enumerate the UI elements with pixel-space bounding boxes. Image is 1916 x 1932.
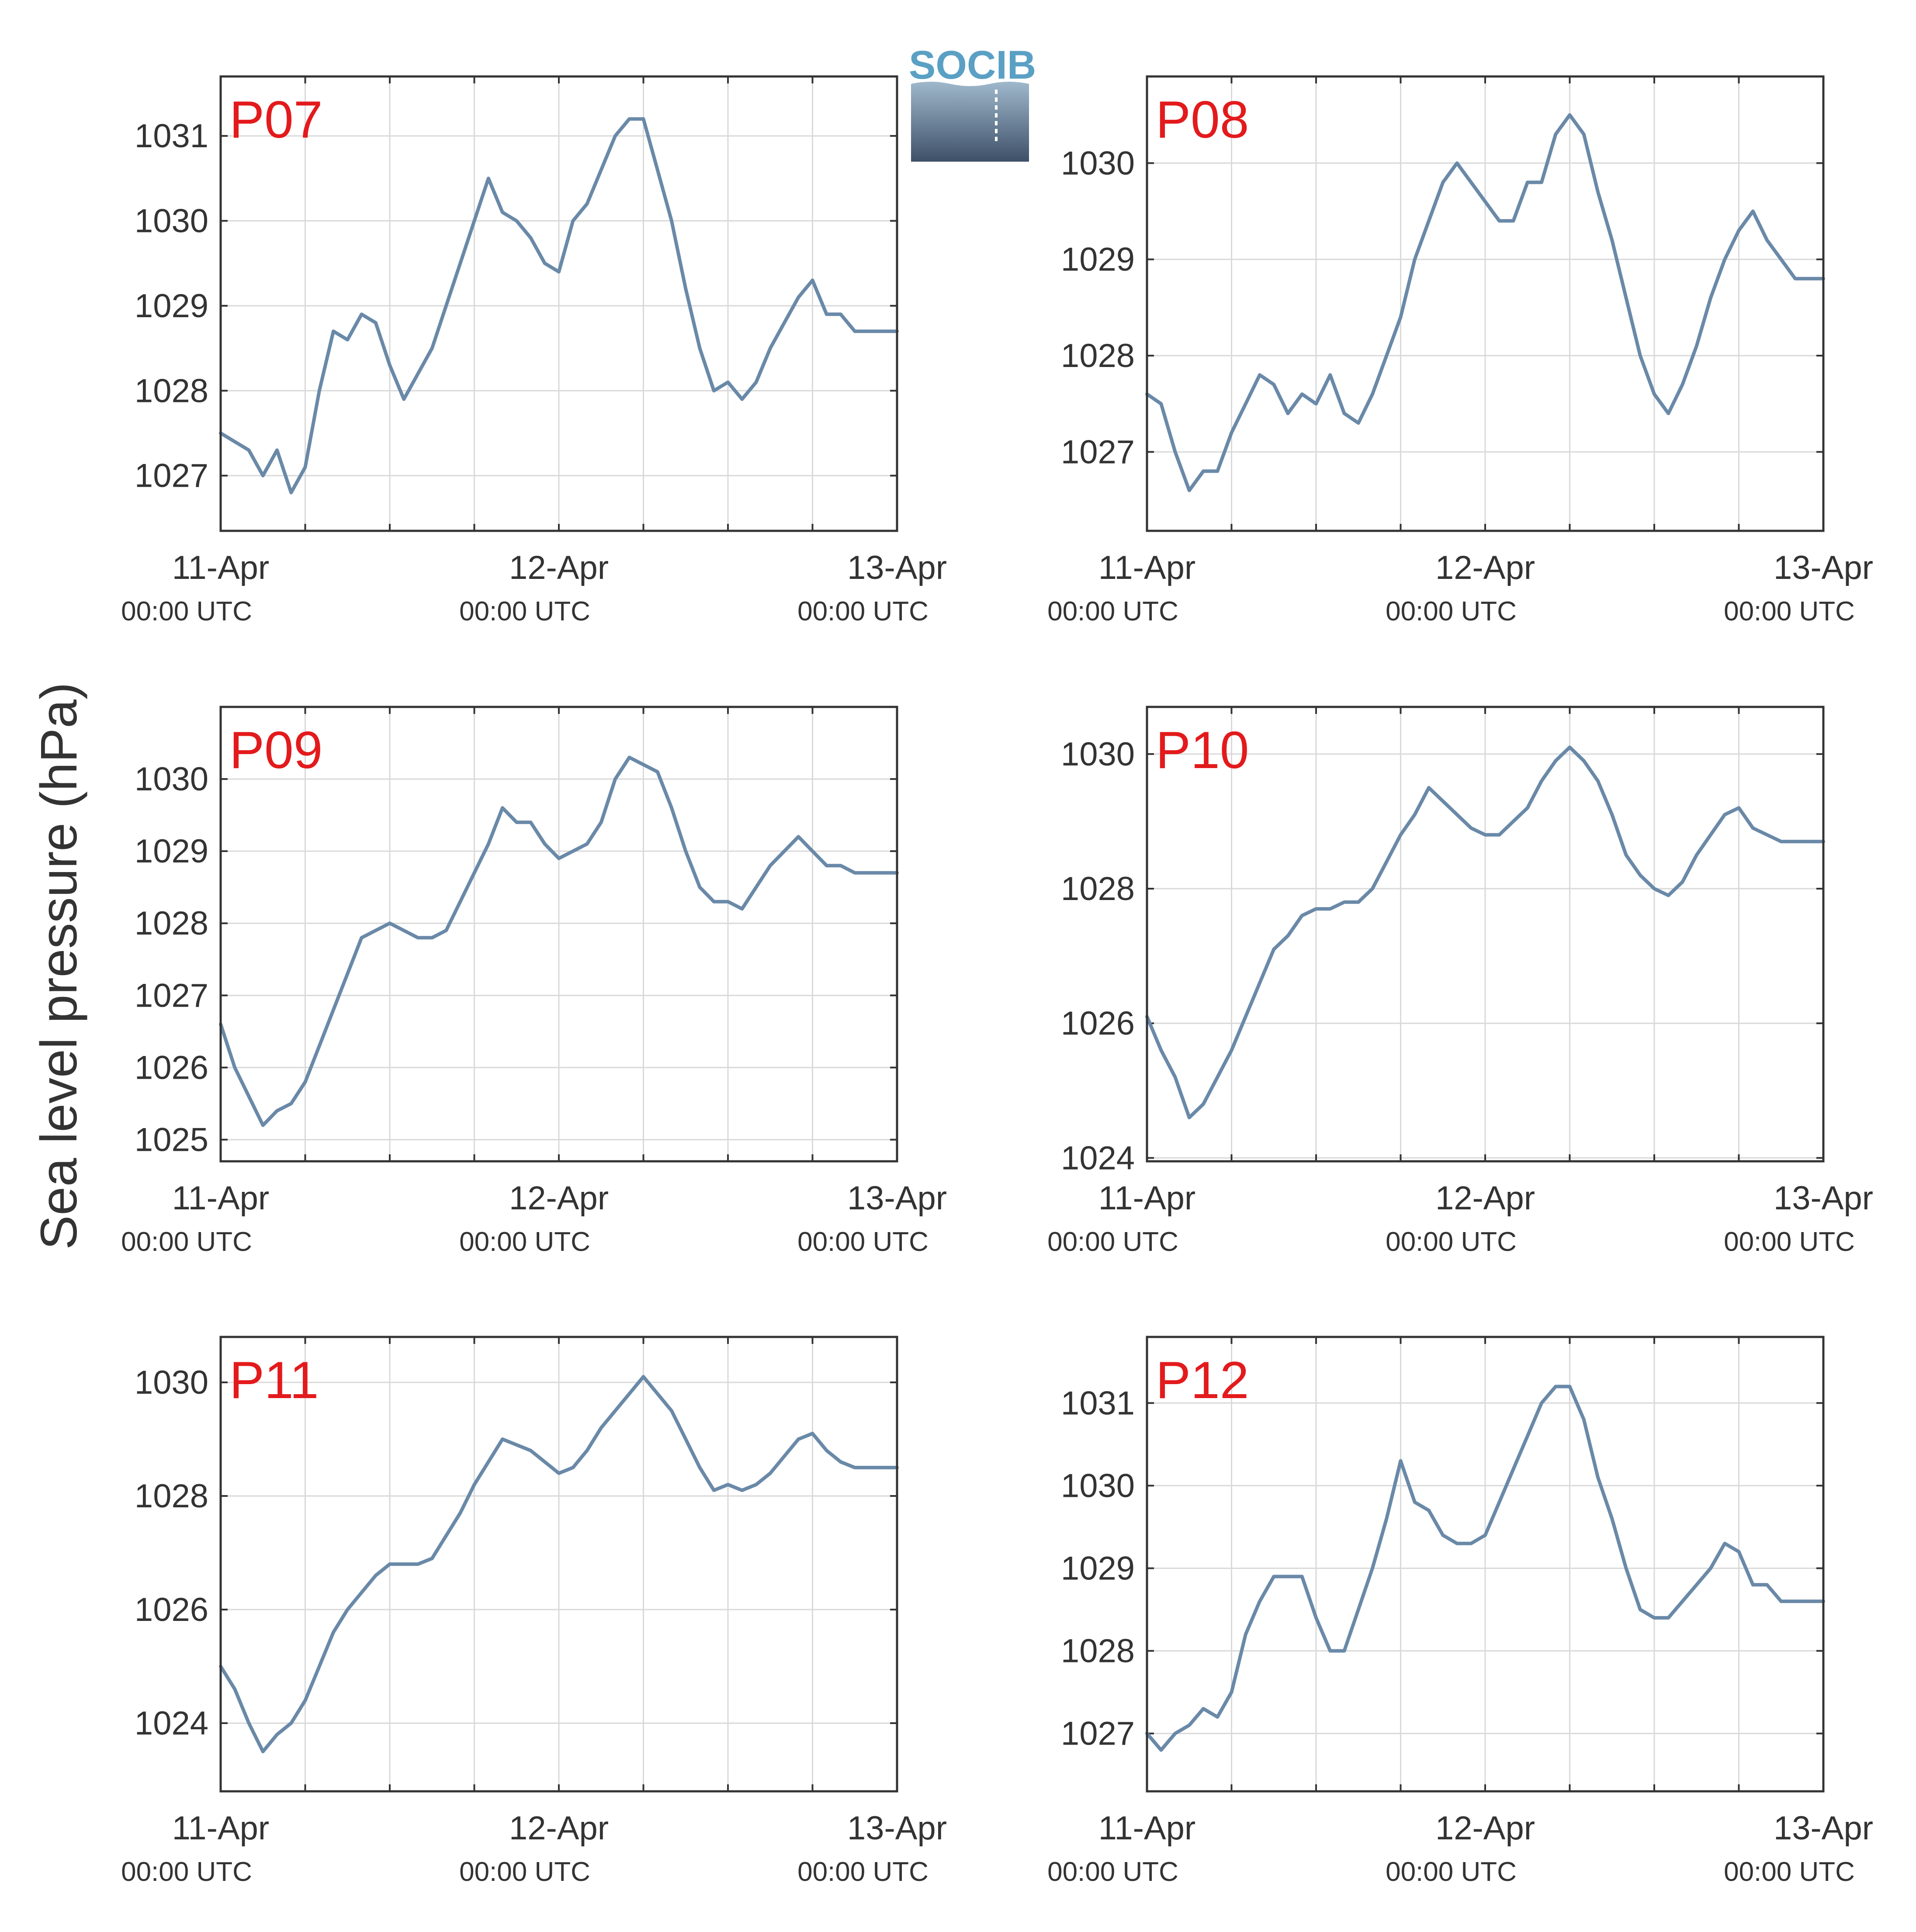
panel-p07: 1027 1028 1029 1030 1031 11-Apr 00:00 UTC 12-Ap… — [121, 75, 947, 627]
y-tick-label: 1027 — [135, 457, 208, 495]
plot-frame — [1146, 706, 1825, 1163]
x-tick-label-time: 00:00 UTC — [459, 1227, 590, 1257]
y-tick-label: 1029 — [135, 287, 208, 325]
series-line — [1145, 113, 1825, 492]
x-tick-label-date: 12-Apr — [509, 1810, 609, 1847]
x-tick-label-time: 00:00 UTC — [1047, 596, 1178, 627]
x-tick-label-time: 00:00 UTC — [1047, 1857, 1178, 1887]
plot-frame — [1146, 1336, 1825, 1793]
x-tick-label-date: 11-Apr — [172, 1810, 269, 1847]
y-tick-label: 1028 — [1061, 337, 1135, 374]
x-tick-label-date: 13-Apr — [1774, 1180, 1873, 1217]
panels: 1027 1028 1029 1030 1031 11-Apr 00:00 UTC 12-Ap… — [121, 75, 1873, 1887]
y-tick-label: 1027 — [1061, 433, 1135, 471]
series-line — [1145, 1385, 1825, 1752]
x-tick-label-time: 00:00 UTC — [1047, 1227, 1178, 1257]
y-tick-label: 1026 — [1061, 1005, 1135, 1042]
y-tick-label: 1030 — [135, 202, 208, 239]
y-axis-label: Sea level pressure (hPa) — [30, 682, 88, 1250]
panel-p11: 1024 1026 1028 1030 11-Apr 00:00 UTC 12-Apr 00:… — [121, 1336, 947, 1887]
plot-frame — [219, 1336, 898, 1793]
x-tick-label-time: 00:00 UTC — [797, 596, 929, 627]
x-tick-label-date: 11-Apr — [172, 549, 269, 586]
panel-title: P12 — [1156, 1351, 1249, 1409]
panel-p12: 1027 1028 1029 1030 1031 11-Apr 00:00 UTC 12-Ap… — [1047, 1336, 1873, 1887]
y-tick-label: 1030 — [1061, 736, 1135, 773]
socib-logo: SOCIB — [909, 43, 1036, 162]
x-tick-label-time: 00:00 UTC — [1724, 1227, 1855, 1257]
x-tick-label-time: 00:00 UTC — [1724, 1857, 1855, 1887]
socib-logo-wave-icon — [911, 82, 1029, 162]
x-tick-label-time: 00:00 UTC — [459, 1857, 590, 1887]
x-tick-label-time: 00:00 UTC — [1386, 1857, 1517, 1887]
series-line — [1145, 745, 1825, 1119]
y-tick-label: 1026 — [135, 1049, 208, 1086]
x-tick-label-time: 00:00 UTC — [797, 1227, 929, 1257]
x-tick-label-time: 00:00 UTC — [1386, 1227, 1517, 1257]
x-tick-label-time: 00:00 UTC — [121, 1227, 252, 1257]
y-tick-label: 1030 — [135, 761, 208, 798]
y-tick-label: 1029 — [1061, 1550, 1135, 1587]
plot-frame — [219, 75, 898, 532]
series-line — [219, 117, 899, 495]
plot-frame — [219, 706, 898, 1163]
panel-title: P08 — [1156, 90, 1249, 149]
y-tick-label: 1029 — [135, 833, 208, 870]
y-tick-label: 1030 — [135, 1364, 208, 1401]
y-tick-label: 1030 — [1061, 1467, 1135, 1504]
x-tick-label-date: 13-Apr — [1774, 549, 1873, 586]
x-tick-label-date: 11-Apr — [1098, 1180, 1195, 1217]
panel-p10: 1024 1026 1028 1030 11-Apr 00:00 UTC 12-Apr 00:… — [1047, 706, 1873, 1257]
panel-p09: 1025 1026 1027 1028 1029 1030 11-Apr 00:00 UTC 1… — [121, 706, 947, 1257]
x-tick-label-time: 00:00 UTC — [121, 1857, 252, 1887]
x-tick-label-date: 12-Apr — [509, 549, 609, 586]
panel-title: P10 — [1156, 721, 1249, 779]
x-tick-label-date: 13-Apr — [1774, 1810, 1873, 1847]
x-tick-label-time: 00:00 UTC — [121, 596, 252, 627]
y-tick-label: 1028 — [135, 372, 208, 409]
y-tick-label: 1031 — [135, 118, 208, 155]
x-tick-label-date: 13-Apr — [847, 1810, 947, 1847]
y-tick-label: 1030 — [1061, 145, 1135, 182]
y-tick-label: 1026 — [135, 1591, 208, 1628]
x-tick-label-date: 13-Apr — [847, 549, 947, 586]
y-tick-label: 1024 — [135, 1705, 208, 1742]
x-tick-label-date: 12-Apr — [1435, 1810, 1535, 1847]
x-tick-label-date: 12-Apr — [1435, 1180, 1535, 1217]
y-tick-label: 1027 — [135, 977, 208, 1014]
x-tick-label-time: 00:00 UTC — [459, 596, 590, 627]
y-tick-label: 1029 — [1061, 241, 1135, 278]
x-tick-label-date: 12-Apr — [1435, 549, 1535, 586]
series-line — [219, 755, 899, 1127]
x-tick-label-date: 12-Apr — [509, 1180, 609, 1217]
y-tick-label: 1028 — [1061, 870, 1135, 907]
x-tick-label-date: 11-Apr — [1098, 1810, 1195, 1847]
x-tick-label-date: 11-Apr — [172, 1180, 269, 1217]
y-tick-label: 1025 — [135, 1121, 208, 1158]
x-tick-label-time: 00:00 UTC — [797, 1857, 929, 1887]
x-tick-label-date: 11-Apr — [1098, 549, 1195, 586]
y-tick-label: 1028 — [135, 1478, 208, 1515]
x-tick-label-time: 00:00 UTC — [1386, 596, 1517, 627]
panel-title: P09 — [229, 721, 323, 779]
y-tick-label: 1028 — [1061, 1633, 1135, 1670]
y-tick-label: 1031 — [1061, 1385, 1135, 1422]
plot-frame — [1146, 75, 1825, 532]
socib-logo-text: SOCIB — [909, 43, 1036, 87]
y-tick-label: 1028 — [135, 905, 208, 942]
panel-title: P07 — [229, 90, 323, 149]
x-tick-label-date: 13-Apr — [847, 1180, 947, 1217]
panel-title: P11 — [229, 1351, 319, 1409]
panel-p08: 1027 1028 1029 1030 11-Apr 00:00 UTC 12-Apr 00:… — [1047, 75, 1873, 627]
series-line — [219, 1375, 899, 1753]
x-tick-label-time: 00:00 UTC — [1724, 596, 1855, 627]
y-tick-label: 1027 — [1061, 1715, 1135, 1752]
y-tick-label: 1024 — [1061, 1139, 1135, 1177]
